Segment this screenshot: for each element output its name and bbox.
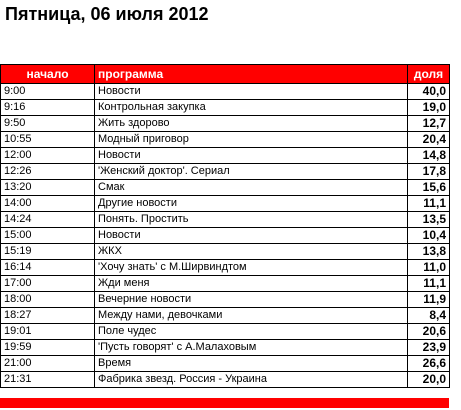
table-row: 9:50 Жить здорово 12,7	[0, 115, 450, 132]
program-cell: 'Женский доктор'. Сериал	[94, 163, 408, 180]
time-cell: 21:31	[0, 371, 95, 388]
share-cell: 13,5	[407, 211, 450, 228]
program-cell: Модный приговор	[94, 131, 408, 148]
schedule-table: начало программа доля 9:00 Новости 40,0 …	[0, 64, 450, 388]
program-cell: Время	[94, 355, 408, 372]
share-cell: 11,1	[407, 275, 450, 292]
time-cell: 15:19	[0, 243, 95, 260]
share-cell: 20,4	[407, 131, 450, 148]
table-row: 19:01 Поле чудес 20,6	[0, 323, 450, 340]
time-cell: 10:55	[0, 131, 95, 148]
share-cell: 20,0	[407, 371, 450, 388]
program-cell: 'Хочу знать' с М.Ширвиндтом	[94, 259, 408, 276]
share-cell: 40,0	[407, 83, 450, 100]
time-cell: 16:14	[0, 259, 95, 276]
program-cell: Контрольная закупка	[94, 99, 408, 116]
table-row: 21:00 Время 26,6	[0, 355, 450, 372]
column-header-program: программа	[94, 64, 408, 84]
program-cell: Жди меня	[94, 275, 408, 292]
column-header-share: доля	[407, 64, 450, 84]
program-cell: Жить здорово	[94, 115, 408, 132]
program-cell: Новости	[94, 83, 408, 100]
program-cell: Между нами, девочками	[94, 307, 408, 324]
program-cell: Новости	[94, 147, 408, 164]
table-row: 21:31 Фабрика звезд. Россия - Украина 20…	[0, 371, 450, 388]
time-cell: 13:20	[0, 179, 95, 196]
share-cell: 20,6	[407, 323, 450, 340]
table-row: 16:14 'Хочу знать' с М.Ширвиндтом 11,0	[0, 259, 450, 276]
time-cell: 14:24	[0, 211, 95, 228]
program-cell: Вечерние новости	[94, 291, 408, 308]
share-cell: 10,4	[407, 227, 450, 244]
program-cell: Смак	[94, 179, 408, 196]
program-cell: Новости	[94, 227, 408, 244]
table-row: 18:27 Между нами, девочками 8,4	[0, 307, 450, 324]
share-cell: 17,8	[407, 163, 450, 180]
table-row: 19:59 'Пусть говорят' с А.Малаховым 23,9	[0, 339, 450, 356]
table-row: 13:20 Смак 15,6	[0, 179, 450, 196]
share-cell: 8,4	[407, 307, 450, 324]
program-cell: ЖКХ	[94, 243, 408, 260]
table-row: 15:00 Новости 10,4	[0, 227, 450, 244]
table-row: 12:00 Новости 14,8	[0, 147, 450, 164]
table-row: 17:00 Жди меня 11,1	[0, 275, 450, 292]
table-row: 12:26 'Женский доктор'. Сериал 17,8	[0, 163, 450, 180]
table-footer-bar	[0, 398, 449, 408]
time-cell: 12:00	[0, 147, 95, 164]
time-cell: 19:59	[0, 339, 95, 356]
time-cell: 15:00	[0, 227, 95, 244]
program-cell: Фабрика звезд. Россия - Украина	[94, 371, 408, 388]
table-row: 15:19 ЖКХ 13,8	[0, 243, 450, 260]
time-cell: 14:00	[0, 195, 95, 212]
time-cell: 9:50	[0, 115, 95, 132]
table-header-row: начало программа доля	[0, 64, 450, 84]
program-cell: 'Пусть говорят' с А.Малаховым	[94, 339, 408, 356]
share-cell: 11,1	[407, 195, 450, 212]
time-cell: 18:00	[0, 291, 95, 308]
table-row: 14:00 Другие новости 11,1	[0, 195, 450, 212]
share-cell: 15,6	[407, 179, 450, 196]
program-cell: Понять. Простить	[94, 211, 408, 228]
share-cell: 14,8	[407, 147, 450, 164]
time-cell: 21:00	[0, 355, 95, 372]
share-cell: 12,7	[407, 115, 450, 132]
time-cell: 17:00	[0, 275, 95, 292]
share-cell: 19,0	[407, 99, 450, 116]
share-cell: 11,9	[407, 291, 450, 308]
table-row: 18:00 Вечерние новости 11,9	[0, 291, 450, 308]
time-cell: 19:01	[0, 323, 95, 340]
time-cell: 9:16	[0, 99, 95, 116]
table-row: 10:55 Модный приговор 20,4	[0, 131, 450, 148]
table-row: 9:16 Контрольная закупка 19,0	[0, 99, 450, 116]
program-cell: Поле чудес	[94, 323, 408, 340]
time-cell: 12:26	[0, 163, 95, 180]
page-title: Пятница, 06 июля 2012	[5, 4, 209, 24]
share-cell: 26,6	[407, 355, 450, 372]
column-header-time: начало	[0, 64, 95, 84]
share-cell: 11,0	[407, 259, 450, 276]
share-cell: 13,8	[407, 243, 450, 260]
table-row: 9:00 Новости 40,0	[0, 83, 450, 100]
share-cell: 23,9	[407, 339, 450, 356]
program-cell: Другие новости	[94, 195, 408, 212]
time-cell: 9:00	[0, 83, 95, 100]
time-cell: 18:27	[0, 307, 95, 324]
table-row: 14:24 Понять. Простить 13,5	[0, 211, 450, 228]
